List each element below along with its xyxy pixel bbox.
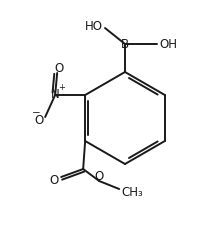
Text: HO: HO: [85, 20, 103, 34]
Text: O: O: [94, 169, 104, 182]
Text: O: O: [34, 113, 43, 126]
Text: +: +: [58, 83, 65, 92]
Text: N: N: [51, 88, 60, 101]
Text: OH: OH: [159, 38, 177, 50]
Text: O: O: [55, 63, 64, 76]
Text: O: O: [49, 173, 58, 187]
Text: CH₃: CH₃: [121, 185, 143, 198]
Text: B: B: [121, 38, 129, 50]
Text: −: −: [32, 108, 41, 118]
